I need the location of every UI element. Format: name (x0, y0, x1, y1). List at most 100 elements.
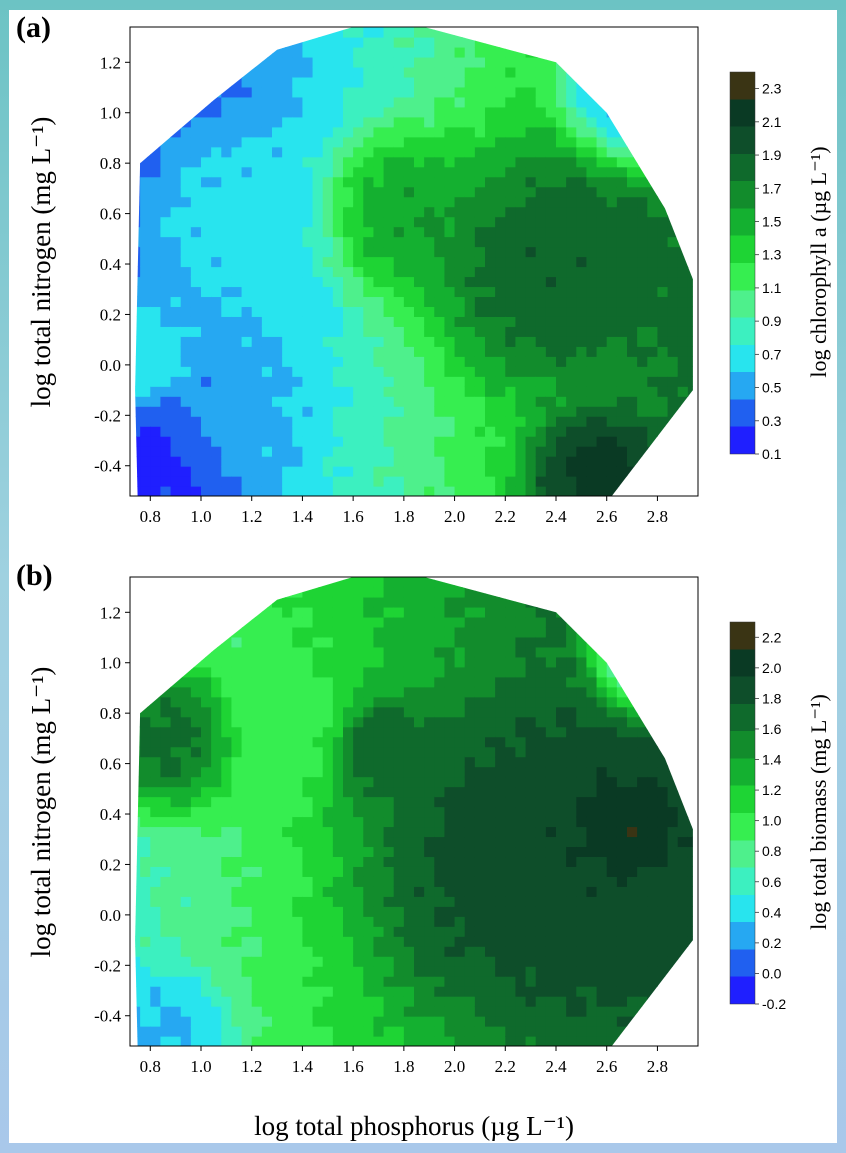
heatmap-cell (485, 286, 496, 298)
heatmap-cell (322, 736, 334, 748)
heatmap-cell (687, 356, 693, 367)
heatmap-cell (505, 736, 517, 748)
heatmap-cell (667, 236, 679, 248)
heatmap-cell (373, 96, 385, 108)
heatmap-cell (170, 136, 182, 148)
heatmap-cell (556, 316, 567, 327)
heatmap-cell (322, 276, 334, 288)
heatmap-cell (495, 356, 506, 367)
heatmap-cell (393, 246, 405, 258)
heatmap-cell (211, 586, 222, 598)
heatmap-cell (272, 316, 283, 327)
heatmap-cell (596, 436, 608, 447)
heatmap-cell (322, 246, 334, 258)
heatmap-cell (160, 776, 172, 788)
heatmap-cell (596, 836, 608, 848)
heatmap-cell (190, 426, 202, 437)
heatmap-cell (201, 976, 212, 987)
heatmap-cell (525, 886, 537, 897)
heatmap-cell (515, 946, 527, 957)
heatmap-cell (545, 76, 557, 88)
heatmap-cell (454, 936, 466, 947)
heatmap-cell (606, 726, 618, 738)
heatmap-cell (414, 616, 425, 628)
heatmap-cell (160, 76, 172, 88)
heatmap-cell (474, 606, 486, 618)
heatmap-cell (201, 666, 212, 678)
heatmap-cell (363, 686, 375, 698)
heatmap-cell (211, 986, 222, 997)
heatmap-cell (292, 156, 304, 168)
heatmap-cell (150, 716, 162, 728)
heatmap-cell (444, 386, 456, 397)
heatmap-cell (424, 1036, 435, 1046)
heatmap-cell (637, 46, 648, 58)
heatmap-cell (343, 466, 354, 477)
heatmap-cell (667, 86, 679, 98)
heatmap-cell (627, 156, 638, 168)
heatmap-cell (556, 666, 567, 678)
heatmap-cell (241, 816, 253, 828)
heatmap-cell (434, 146, 446, 158)
heatmap-cell (495, 796, 506, 808)
heatmap-cell (221, 866, 233, 877)
heatmap-cell (302, 996, 314, 1007)
heatmap-cell (363, 356, 375, 367)
heatmap-cell (312, 636, 324, 648)
heatmap-cell (201, 86, 212, 98)
heatmap-cell (261, 836, 273, 848)
heatmap-cell (363, 446, 375, 457)
heatmap-cell (221, 816, 233, 828)
heatmap-cell (657, 206, 669, 218)
heatmap-cell (363, 966, 375, 977)
heatmap-cell (576, 176, 588, 188)
heatmap-cell (201, 746, 212, 758)
heatmap-cell (535, 1006, 547, 1017)
heatmap-cell (616, 276, 628, 288)
heatmap-cell (606, 27, 618, 38)
heatmap-cell (160, 126, 172, 138)
heatmap-cell (627, 196, 638, 208)
heatmap-cell (495, 826, 506, 838)
heatmap-cell (596, 236, 608, 248)
heatmap-cell (201, 196, 212, 208)
heatmap-cell (616, 786, 628, 798)
heatmap-cell (485, 716, 496, 728)
heatmap-cell (221, 486, 233, 496)
heatmap-cell (454, 446, 466, 457)
heatmap-cell (282, 76, 293, 88)
heatmap-cell (535, 396, 547, 407)
heatmap-cell (495, 686, 506, 698)
heatmap-cell (135, 766, 141, 778)
heatmap-cell (687, 186, 693, 198)
heatmap-cell (647, 436, 659, 447)
heatmap-cell (505, 856, 517, 867)
heatmap-cell (637, 106, 648, 118)
heatmap-cell (657, 416, 669, 427)
heatmap-cell (180, 96, 192, 108)
heatmap-cell (261, 586, 273, 598)
heatmap-cell (556, 176, 567, 188)
heatmap-cell (576, 296, 588, 308)
heatmap-cell (393, 56, 405, 68)
heatmap-cell (485, 866, 496, 877)
heatmap-cell (403, 396, 415, 407)
heatmap-cell (180, 1026, 192, 1037)
heatmap-cell (160, 1036, 172, 1046)
heatmap-cell (535, 966, 547, 977)
heatmap-cell (586, 476, 598, 487)
heatmap-cell (180, 356, 192, 367)
heatmap-cell (150, 196, 162, 208)
heatmap-cell (545, 246, 557, 258)
heatmap-cell (393, 866, 405, 877)
heatmap-cell (464, 396, 476, 407)
heatmap-cell (444, 276, 456, 288)
heatmap-cell (434, 186, 446, 198)
heatmap-cell (363, 746, 375, 758)
heatmap-cell (556, 476, 567, 487)
heatmap-cell (505, 196, 517, 208)
heatmap-cell (485, 46, 496, 58)
heatmap-cell (606, 836, 618, 848)
heatmap-cell (424, 436, 435, 447)
heatmap-cell (353, 396, 364, 407)
